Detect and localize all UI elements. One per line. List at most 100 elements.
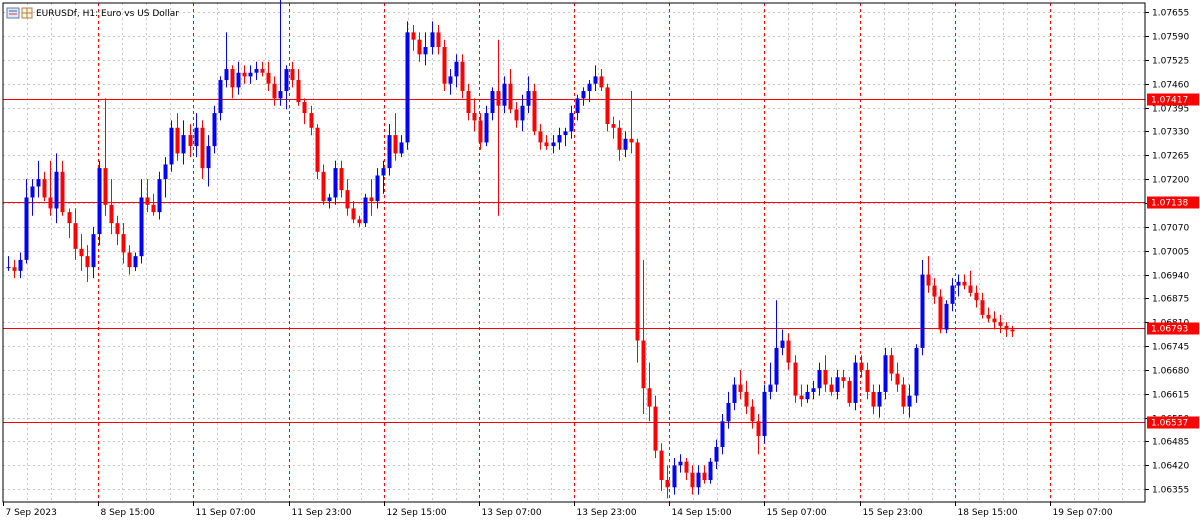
candle-body	[121, 234, 126, 253]
y-tick-label: 1.07200	[1152, 176, 1189, 186]
x-tick-label: 15 Sep 23:00	[863, 508, 923, 518]
x-tick-label: 11 Sep 23:00	[292, 508, 352, 518]
candle-body	[339, 168, 344, 191]
candle-body	[115, 223, 120, 235]
price-level-label: 1.06537	[1151, 419, 1188, 429]
candle-body	[859, 362, 864, 370]
candle-body	[157, 179, 162, 213]
candle-body	[496, 91, 501, 106]
y-tick-label: 1.06940	[1152, 272, 1189, 282]
candle-body	[611, 124, 616, 128]
y-tick-label: 1.06355	[1152, 486, 1189, 496]
candle-body	[1010, 329, 1015, 332]
chart-window-icon	[6, 7, 20, 19]
candle-body	[430, 32, 435, 48]
candle-body	[665, 479, 670, 488]
candle-body	[54, 171, 59, 209]
candle-body	[200, 127, 205, 169]
candle-body	[248, 72, 253, 77]
candle-body	[357, 219, 362, 224]
candle-body	[315, 127, 320, 172]
candle-body	[399, 142, 404, 154]
candle-body	[417, 39, 422, 55]
candle-body	[345, 190, 350, 209]
y-tick-label: 1.07395	[1152, 105, 1189, 115]
candle-body	[278, 91, 283, 99]
candle-body	[847, 380, 852, 403]
candle-body	[962, 281, 967, 286]
candle-body	[744, 391, 749, 407]
candle-body	[405, 32, 410, 143]
candle-body	[817, 369, 822, 389]
candle-body	[381, 168, 386, 176]
candle-body	[768, 384, 773, 392]
candle-body	[895, 373, 900, 385]
candle-body	[6, 267, 11, 269]
candle-body	[91, 234, 96, 268]
candle-body	[623, 138, 628, 150]
y-tick-label: 1.07460	[1152, 81, 1189, 91]
candle-body	[302, 102, 307, 114]
y-tick-label: 1.06745	[1152, 343, 1189, 353]
x-tick-label: 11 Sep 07:00	[196, 508, 256, 518]
candle-body	[73, 223, 78, 249]
candle-body	[690, 472, 695, 488]
candle-body	[97, 168, 102, 235]
candle-body	[563, 131, 568, 136]
candle-body	[932, 285, 937, 297]
candle-body	[532, 91, 537, 132]
candle-body	[823, 369, 828, 385]
x-tick-label: 13 Sep 07:00	[482, 508, 542, 518]
candle-body	[327, 197, 332, 202]
candle-body	[436, 32, 441, 48]
candle-body	[218, 80, 223, 114]
candle-body	[363, 197, 368, 224]
candle-body	[236, 72, 241, 88]
candle-body	[538, 131, 543, 143]
candle-body	[605, 87, 610, 125]
candle-body	[799, 395, 804, 400]
candle-body	[466, 91, 471, 114]
candle-body	[411, 32, 416, 40]
candle-body	[472, 113, 477, 121]
candle-body	[181, 135, 186, 154]
candle-body	[290, 69, 295, 81]
candle-body	[145, 197, 150, 205]
candle-body	[708, 461, 713, 480]
candle-body	[986, 314, 991, 319]
x-tick-label: 7 Sep 2023	[6, 508, 57, 518]
candle-body	[569, 113, 574, 132]
candle-body	[992, 318, 997, 323]
candle-body	[907, 395, 912, 407]
x-tick-label: 15 Sep 07:00	[767, 508, 827, 518]
candle-body	[242, 72, 247, 77]
candle-body	[79, 248, 84, 257]
candle-body	[980, 300, 985, 315]
candle-body	[490, 91, 495, 114]
candle-body	[67, 212, 72, 224]
candle-body	[85, 256, 90, 268]
y-tick-label: 1.06680	[1152, 367, 1189, 377]
candle-body	[169, 127, 174, 165]
candle-body	[780, 340, 785, 348]
candle-body	[877, 391, 882, 407]
candle-body	[593, 76, 598, 84]
candle-body	[835, 377, 840, 392]
y-tick-label: 1.07590	[1152, 33, 1189, 43]
candle-body	[206, 146, 211, 169]
candle-body	[938, 296, 943, 330]
candle-body	[702, 472, 707, 480]
candle-body	[853, 362, 858, 403]
y-tick-label: 1.07070	[1152, 224, 1189, 234]
y-tick-label: 1.06420	[1152, 462, 1189, 472]
price-level-label: 1.06793	[1151, 325, 1188, 335]
candle-body	[321, 171, 326, 202]
candle-body	[678, 461, 683, 466]
candle-body	[774, 347, 779, 385]
candle-body	[974, 292, 979, 301]
candle-body	[454, 61, 459, 77]
candle-body	[653, 406, 658, 451]
candle-body	[805, 391, 810, 400]
